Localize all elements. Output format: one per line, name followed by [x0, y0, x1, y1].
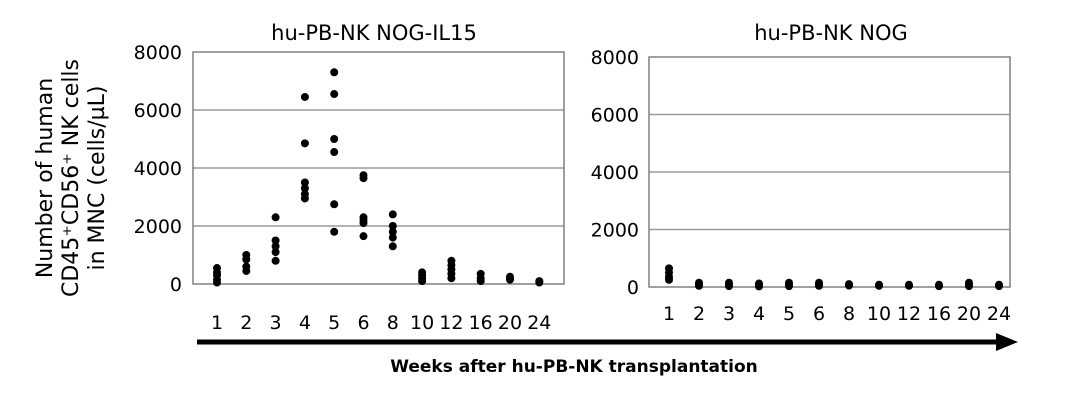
panel-1-data-point: [359, 232, 368, 241]
panel-1-data-point: [300, 178, 309, 187]
panel-1-data-point: [330, 200, 339, 209]
panel-1-data-point: [300, 139, 309, 148]
panel-1-data-point: [359, 174, 368, 183]
panel-1-data-point: [330, 68, 339, 77]
panel-1-data-point: [242, 255, 251, 264]
panel-2-data-point: [755, 282, 763, 291]
panel-2-x-tick-label: 8: [843, 303, 855, 325]
panel-1-x-tick-label: 8: [387, 312, 399, 334]
panel-2-x-tick-label: 3: [723, 303, 735, 325]
panel-2-data-point: [995, 282, 1003, 291]
panel-1-y-tick-label: 6000: [134, 100, 182, 122]
panel-1-data-point: [242, 266, 251, 275]
panel-1-x-tick-label: 3: [270, 312, 282, 334]
x-axis-arrow-head: [996, 333, 1018, 351]
panel-2-x-tick-label: 24: [987, 303, 1011, 325]
panel-1-data-point: [388, 242, 397, 251]
panel-2-x-tick-label: 1: [663, 303, 675, 325]
panel-1-data-point: [388, 222, 397, 230]
panel-1-data-point: [418, 277, 427, 286]
panel-2-data-point: [935, 282, 943, 291]
panel-1-plot-frame: [192, 51, 565, 285]
panel-2-x-tick-label: 12: [897, 303, 921, 325]
panel-1-y-tick-label: 2000: [134, 216, 182, 238]
panel-2-data-point: [965, 282, 973, 291]
panel-2-y-tick-label: 0: [627, 277, 639, 299]
panel-2-data-point: [695, 281, 703, 290]
panel-2-x-tick-label: 4: [753, 303, 765, 325]
y-axis-label-line-3: in MNC (cells/µL): [85, 86, 110, 271]
panel-1-data-point: [476, 277, 485, 286]
panel-2-data-point: [785, 282, 793, 291]
panel-1-data-point: [535, 278, 544, 287]
panel-2-plot-frame: [648, 56, 1011, 288]
y-axis-label: Number of human CD45⁺CD56⁺ NK cells in M…: [33, 59, 110, 297]
panel-1-data-point: [300, 92, 309, 101]
panel-1-data-point: [330, 148, 339, 157]
panel-1-data-point: [271, 213, 280, 222]
panel-1-data-point: [271, 236, 280, 245]
panel-1-y-tick-label: 8000: [134, 42, 182, 64]
panel-1-data-point: [388, 233, 397, 242]
panel-1-data-point: [388, 210, 397, 219]
panel-1-data-point: [330, 135, 339, 143]
panel-2-data-point: [875, 281, 883, 290]
panel-2-y-tick-label: 6000: [591, 105, 639, 127]
y-axis-label-line-1: Number of human: [33, 78, 58, 278]
panel-2-x-tick-label: 5: [783, 303, 795, 325]
panel-1-x-tick-label: 5: [328, 312, 340, 334]
y-axis-label-line-2: CD45⁺CD56⁺ NK cells: [59, 59, 84, 297]
panel-1-data-point: [271, 242, 280, 251]
panel-1-title: hu-PB-NK NOG-IL15: [271, 21, 477, 45]
panel-1-x-tick-label: 2: [240, 312, 252, 334]
panel-1-data-point: [447, 274, 456, 283]
panel-1-data-point: [271, 248, 280, 257]
panel-1-data-point: [271, 256, 280, 265]
panel-2-x-tick-label: 20: [957, 303, 981, 325]
panel-2-x-tick-label: 16: [927, 303, 951, 325]
panel-2-data-point: [905, 281, 913, 290]
panel-1-data-point: [330, 227, 339, 236]
panel-1-x-tick-label: 10: [410, 312, 434, 334]
panel-2-x-tick-label: 2: [693, 303, 705, 325]
panel-1-x-tick-label: 4: [299, 312, 311, 334]
panel-2-y-tick-label: 4000: [591, 162, 639, 184]
panel-1-data-point: [300, 194, 309, 203]
panel-1-x-tick-label: 6: [357, 312, 369, 334]
panel-1-y-tick-label: 4000: [134, 158, 182, 180]
panel-1-data-point: [388, 227, 397, 236]
panel-1-data-point: [330, 90, 339, 99]
panel-1-data-point: [359, 219, 368, 228]
panel-2-title: hu-PB-NK NOG: [754, 21, 908, 45]
panel-1-x-tick-label: 20: [498, 312, 522, 334]
panel-1-x-tick-label: 16: [469, 312, 493, 334]
x-axis-label: Weeks after hu-PB-NK transplantation: [390, 357, 758, 377]
panel-2-x-tick-label: 10: [867, 303, 891, 325]
panel-2-data-point: [725, 282, 733, 291]
panel-1-x-tick-label: 12: [439, 312, 463, 334]
panel-2-y-tick-label: 8000: [591, 47, 639, 69]
panel-1-data-point: [213, 278, 221, 287]
panel-1-x-tick-label: 1: [211, 312, 223, 334]
panel-1-data-point: [506, 275, 514, 284]
panel-1-y-tick-label: 0: [170, 274, 182, 296]
panel-2-data-point: [815, 281, 823, 290]
panel-2-data-point: [665, 275, 673, 284]
panel-2-y-tick-label: 2000: [591, 220, 639, 242]
panel-2-data-point: [845, 281, 853, 290]
panel-1-data-point: [300, 184, 309, 193]
panel-1-x-tick-label: 24: [527, 312, 551, 334]
panel-2-x-tick-label: 6: [813, 303, 825, 325]
